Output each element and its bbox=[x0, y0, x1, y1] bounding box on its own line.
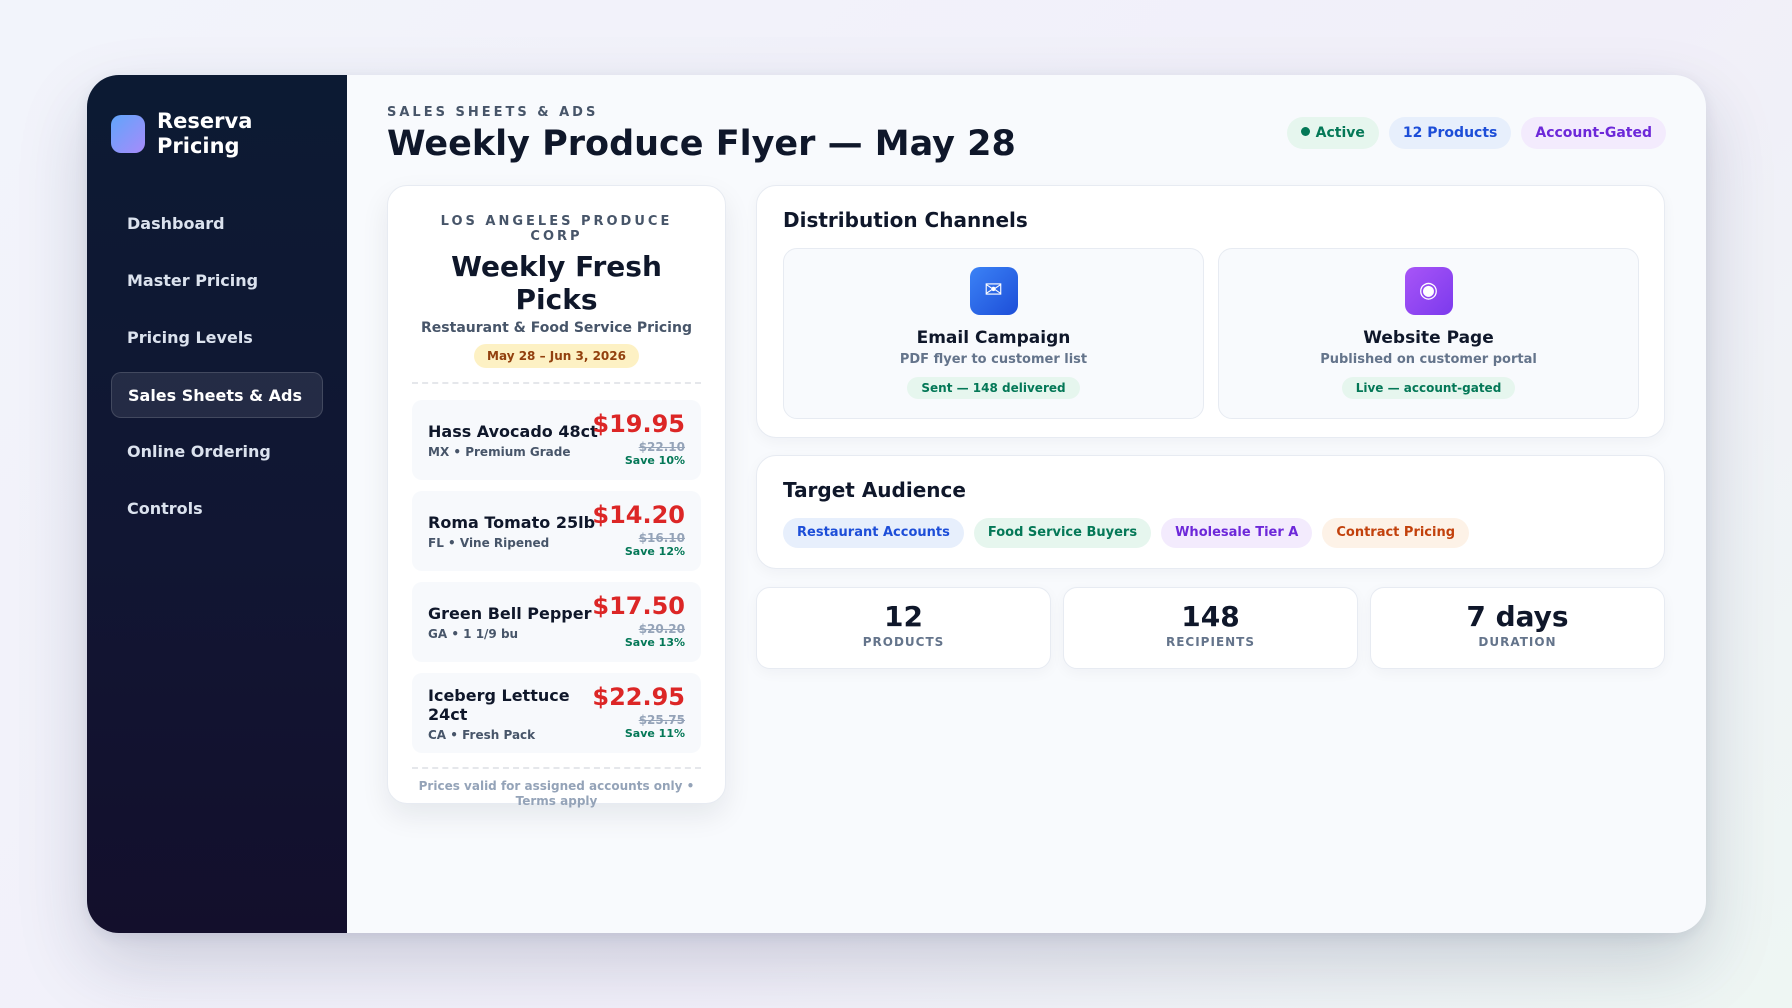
product-meta: MX • Premium Grade bbox=[428, 445, 571, 459]
product-name-text: Hass Avocado 48ct bbox=[428, 422, 598, 441]
products-badge: 12 Products bbox=[1388, 117, 1512, 149]
product-name: Roma Tomato 25lb FL • Vine Ripened bbox=[428, 513, 603, 553]
stat-duration: 7 days DURATION bbox=[1370, 587, 1665, 669]
sidebar-item-master-pricing[interactable]: Master Pricing bbox=[127, 271, 259, 290]
product-original-price: $25.75 bbox=[638, 713, 685, 727]
stat-label: DURATION bbox=[1478, 635, 1557, 649]
product-savings: Save 10% bbox=[624, 454, 685, 467]
audience-tag[interactable]: Wholesale Tier A bbox=[1161, 518, 1313, 548]
product-savings: Save 12% bbox=[624, 545, 685, 558]
brand-name: Reserva Pricing bbox=[157, 109, 253, 158]
product-name-text: Iceberg Lettuce 24ct bbox=[428, 686, 570, 724]
sidebar-item-sales-sheets[interactable]: Sales Sheets & Ads bbox=[111, 372, 323, 418]
flyer-corp: LOS ANGELES PRODUCE CORP bbox=[440, 214, 673, 244]
target-audience-title: Target Audience bbox=[783, 478, 966, 502]
flyer-subtitle: Restaurant & Food Service Pricing bbox=[421, 320, 692, 336]
flyer-dates: May 28 – Jun 3, 2026 bbox=[474, 344, 639, 368]
product-meta: GA • 1 1/9 bu bbox=[428, 627, 519, 641]
product-savings: Save 13% bbox=[624, 636, 685, 649]
stat-label: PRODUCTS bbox=[862, 635, 945, 649]
flyer-preview: LOS ANGELES PRODUCE CORP Weekly Fresh Pi… bbox=[387, 185, 726, 808]
product-original-price: $16.10 bbox=[638, 531, 685, 545]
product-price: $17.50 bbox=[592, 592, 685, 620]
globe-icon: ◉ bbox=[1404, 267, 1453, 315]
sidebar-item-online-ordering[interactable]: Online Ordering bbox=[127, 442, 271, 461]
header-badges: Active 12 Products Account-Gated bbox=[1286, 117, 1666, 149]
app-window: Reserva Pricing Dashboard Master Pricing… bbox=[87, 75, 1706, 933]
product-price: $14.20 bbox=[592, 501, 685, 529]
channel-status-badge: Sent — 148 delivered bbox=[907, 377, 1080, 399]
channel-name: Email Campaign bbox=[916, 328, 1071, 348]
sidebar-nav: Dashboard Master Pricing Pricing Levels … bbox=[111, 201, 323, 532]
target-audience-card: Target Audience Restaurant Accounts Food… bbox=[756, 455, 1665, 569]
product-item: Iceberg Lettuce 24ct CA • Fresh Pack $22.… bbox=[412, 673, 701, 753]
channel-name: Website Page bbox=[1363, 328, 1494, 348]
brand: Reserva Pricing bbox=[111, 109, 323, 159]
product-name: Iceberg Lettuce 24ct CA • Fresh Pack bbox=[428, 686, 603, 745]
product-item: Roma Tomato 25lb FL • Vine Ripened $14.20… bbox=[412, 491, 701, 571]
distribution-channels-card: Distribution Channels ✉ Email Campaign P… bbox=[756, 185, 1665, 438]
product-name-text: Green Bell Pepper bbox=[428, 604, 592, 623]
status-dot-icon bbox=[1300, 127, 1310, 136]
flyer-title: Weekly Fresh Picks bbox=[451, 250, 662, 316]
main-content: SALES SHEETS & ADS Weekly Produce Flyer … bbox=[347, 75, 1706, 933]
status-badge: Active bbox=[1286, 117, 1379, 149]
product-item: Hass Avocado 48ct MX • Premium Grade $19.… bbox=[412, 400, 701, 480]
page-title: Weekly Produce Flyer — May 28 bbox=[387, 124, 1016, 164]
website-page-channel[interactable]: ◉ Website Page Published on customer por… bbox=[1218, 248, 1639, 419]
audience-tag[interactable]: Food Service Buyers bbox=[973, 518, 1152, 548]
audience-tag[interactable]: Restaurant Accounts bbox=[783, 518, 964, 548]
divider bbox=[412, 382, 701, 384]
sidebar-item-dashboard[interactable]: Dashboard bbox=[127, 214, 225, 233]
product-price: $22.95 bbox=[592, 683, 685, 711]
sidebar: Reserva Pricing Dashboard Master Pricing… bbox=[87, 75, 347, 933]
product-meta: CA • Fresh Pack bbox=[428, 728, 536, 742]
product-name: Hass Avocado 48ct MX • Premium Grade bbox=[428, 422, 603, 462]
flyer-footer: Prices valid for assigned accounts only … bbox=[418, 779, 695, 808]
breadcrumb: SALES SHEETS & ADS bbox=[387, 105, 599, 120]
stat-recipients: 148 RECIPIENTS bbox=[1063, 587, 1358, 669]
divider bbox=[412, 767, 701, 769]
stat-label: RECIPIENTS bbox=[1165, 635, 1256, 649]
channel-description: PDF flyer to customer list bbox=[899, 352, 1088, 367]
product-savings: Save 11% bbox=[624, 727, 685, 740]
product-meta: FL • Vine Ripened bbox=[428, 536, 550, 550]
stat-value: 7 days bbox=[1466, 600, 1569, 633]
product-item: Green Bell Pepper GA • 1 1/9 bu $17.50 $2… bbox=[412, 582, 701, 662]
stat-value: 148 bbox=[1181, 600, 1240, 633]
product-name-text: Roma Tomato 25lb bbox=[428, 513, 596, 532]
audience-tag[interactable]: Contract Pricing bbox=[1322, 518, 1470, 548]
channel-description: Published on customer portal bbox=[1320, 352, 1537, 367]
product-name: Green Bell Pepper GA • 1 1/9 bu bbox=[428, 604, 603, 644]
product-price: $19.95 bbox=[592, 410, 685, 438]
access-badge: Account-Gated bbox=[1521, 117, 1666, 149]
stat-value: 12 bbox=[884, 600, 923, 633]
product-original-price: $22.10 bbox=[638, 440, 685, 454]
channel-status-badge: Live — account-gated bbox=[1341, 377, 1516, 399]
stat-products: 12 PRODUCTS bbox=[756, 587, 1051, 669]
sidebar-item-controls[interactable]: Controls bbox=[127, 499, 203, 518]
sidebar-item-pricing-levels[interactable]: Pricing Levels bbox=[127, 328, 253, 347]
audience-tags: Restaurant Accounts Food Service Buyers … bbox=[783, 518, 1638, 548]
status-badge-label: Active bbox=[1315, 125, 1365, 141]
brand-logo-icon bbox=[111, 115, 145, 153]
mail-icon: ✉ bbox=[969, 267, 1018, 315]
distribution-channels-title: Distribution Channels bbox=[783, 208, 1028, 232]
email-campaign-channel[interactable]: ✉ Email Campaign PDF flyer to customer l… bbox=[783, 248, 1204, 419]
product-original-price: $20.20 bbox=[638, 622, 685, 636]
